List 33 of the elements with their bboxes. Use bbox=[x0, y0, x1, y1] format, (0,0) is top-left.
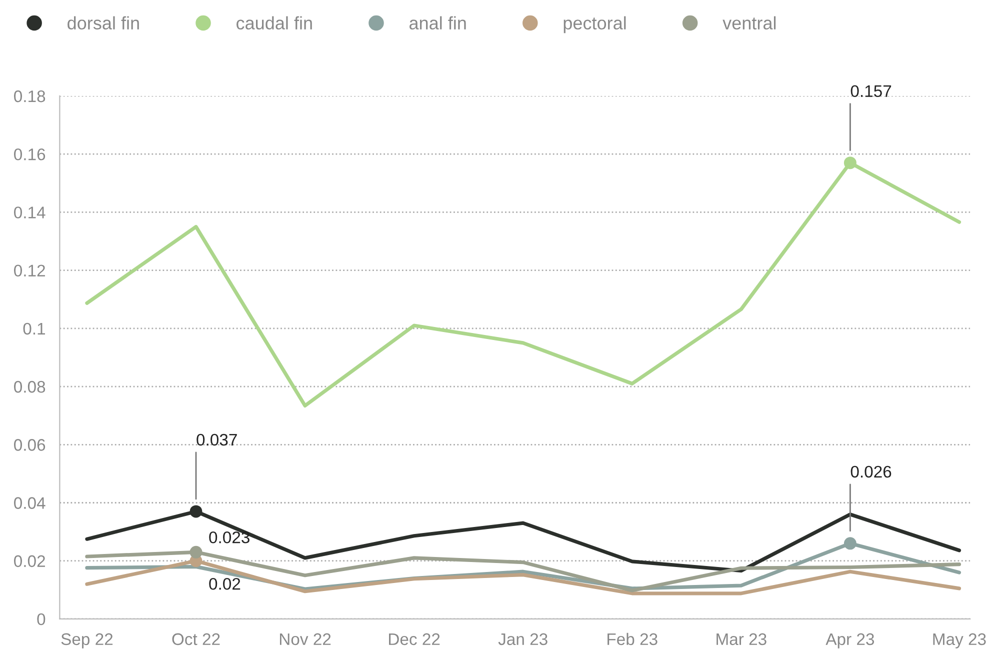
x-tick-label: Feb 23 bbox=[608, 632, 658, 646]
y-tick-label: 0.14 bbox=[14, 206, 46, 218]
y-tick-label: 0.04 bbox=[14, 497, 46, 509]
legend-label: anal fin bbox=[410, 16, 466, 30]
x-tick-label: Sep 22 bbox=[61, 633, 113, 648]
data-label: 0.037 bbox=[196, 434, 237, 446]
x-tick-label: Apr 23 bbox=[826, 633, 874, 648]
legend-label: ventral bbox=[722, 16, 776, 30]
x-tick-label: Mar 23 bbox=[716, 633, 766, 646]
point bbox=[844, 537, 856, 550]
legend-label: caudal fin bbox=[236, 16, 312, 30]
y-tick-label: 0.08 bbox=[14, 380, 46, 393]
y-tick-label: 0.18 bbox=[14, 90, 46, 102]
y-tick-label: 0.12 bbox=[14, 264, 45, 277]
data-label: 0.02 bbox=[209, 578, 240, 590]
y-tick-label: 0.02 bbox=[14, 555, 45, 568]
data-label: 0.157 bbox=[850, 85, 892, 98]
x-tick-label: Jan 23 bbox=[498, 633, 548, 646]
point bbox=[190, 505, 202, 518]
y-tick-label: 0 bbox=[37, 613, 46, 626]
legend-label: dorsal fin bbox=[68, 16, 139, 30]
x-tick-label: Oct 22 bbox=[172, 633, 220, 646]
data-label: 0.023 bbox=[209, 531, 250, 544]
y-tick-label: 0.06 bbox=[14, 439, 46, 451]
point bbox=[190, 546, 202, 558]
y-tick-label: 0.16 bbox=[14, 148, 46, 160]
data-label: 0.026 bbox=[850, 466, 892, 478]
x-tick-label: May 23 bbox=[933, 633, 986, 648]
x-tick-label: Dec 22 bbox=[389, 633, 440, 646]
x-tick-label: Nov 22 bbox=[280, 633, 331, 646]
y-tick-label: 0.1 bbox=[23, 322, 45, 335]
point bbox=[844, 156, 856, 170]
legend-label: pectoral bbox=[564, 16, 626, 34]
